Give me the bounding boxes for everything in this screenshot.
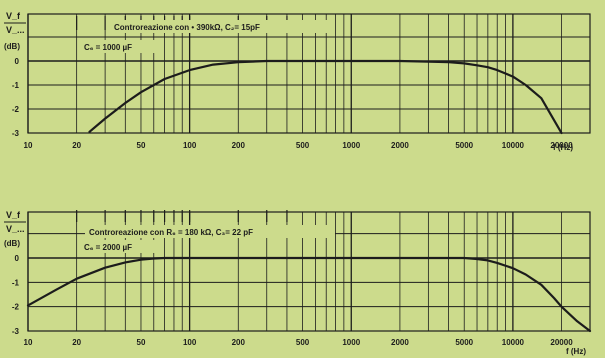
y-tick-label: -2: [12, 303, 20, 312]
capacitor-annotation: C₆ = 2000 µF: [84, 243, 132, 252]
x-tick-label: 10000: [502, 141, 525, 150]
response-curve: [26, 256, 592, 333]
x-axis-label: f (Hz): [553, 143, 573, 152]
x-tick-label: 500: [296, 338, 310, 347]
annotation-backing: [110, 20, 330, 33]
x-tick-label: 10: [24, 338, 33, 347]
y-tick-label: -1: [12, 81, 20, 90]
x-tick-label: 1000: [342, 141, 360, 150]
x-tick-label: 100: [183, 338, 197, 347]
x-tick-label: 200: [232, 338, 246, 347]
x-tick-label: 200: [232, 141, 246, 150]
y-axis-unit: (dB): [4, 239, 20, 248]
x-tick-label: 1000: [342, 338, 360, 347]
capacitor-annotation-backing: [80, 40, 160, 53]
x-tick-label: 20: [72, 141, 81, 150]
capacitor-annotation-backing: [80, 240, 160, 253]
x-axis-label: f (Hz): [566, 347, 586, 356]
annotation-backing: [85, 225, 335, 238]
y-tick-label: -1: [12, 278, 20, 287]
x-tick-label: 2000: [391, 338, 409, 347]
y-axis-unit: (dB): [4, 42, 20, 51]
y-axis-label-numerator: V_f: [6, 210, 21, 220]
x-tick-label: 20000: [550, 141, 573, 150]
feedback-annotation: Controreazione con • 390kΩ, C₂= 15pF: [114, 23, 260, 32]
x-tick-label: 10000: [502, 338, 525, 347]
response-curve: [88, 59, 563, 135]
series-line: [26, 256, 592, 333]
x-tick-label: 50: [137, 338, 146, 347]
grid: [27, 13, 591, 134]
frequency-response-chart-1000uf: V_f V_... (dB) Controreazione con • 390k…: [4, 11, 591, 152]
x-tick-label: 100: [183, 141, 197, 150]
x-tick-label: 20: [72, 338, 81, 347]
tick-labels: 10 20 50 100 200 500 1000 2000 5000 10000 20000 0 -1…: [12, 57, 573, 150]
y-tick-label: -3: [12, 129, 20, 138]
x-tick-label: 20000: [550, 338, 573, 347]
x-tick-label: 10: [24, 141, 33, 150]
frequency-response-chart-2000uf: V_f V_... (dB) Controreazione con R₆ = 1…: [4, 210, 592, 356]
y-tick-label: 0: [15, 57, 20, 66]
series-line: [88, 59, 563, 135]
y-axis-label-numerator: V_f: [6, 11, 21, 21]
y-axis-label-denominator: V_...: [6, 224, 25, 234]
y-tick-label: -2: [12, 105, 20, 114]
tick-labels: 10 20 50 100 200 500 1000 2000 5000 10000 20000 0 -1…: [12, 254, 573, 347]
y-tick-label: -3: [12, 327, 20, 336]
x-tick-label: 2000: [391, 141, 409, 150]
x-tick-label: 5000: [455, 338, 473, 347]
x-tick-label: 50: [137, 141, 146, 150]
y-tick-label: 0: [15, 254, 20, 263]
capacitor-annotation: C₆ = 1000 µF: [84, 43, 132, 52]
y-axis-label-denominator: V_...: [6, 25, 25, 35]
x-tick-label: 500: [296, 141, 310, 150]
feedback-annotation: Controreazione con R₆ = 180 kΩ, C₃= 22 p…: [89, 228, 253, 237]
scale-ticks: [76, 210, 288, 222]
x-tick-label: 5000: [455, 141, 473, 150]
